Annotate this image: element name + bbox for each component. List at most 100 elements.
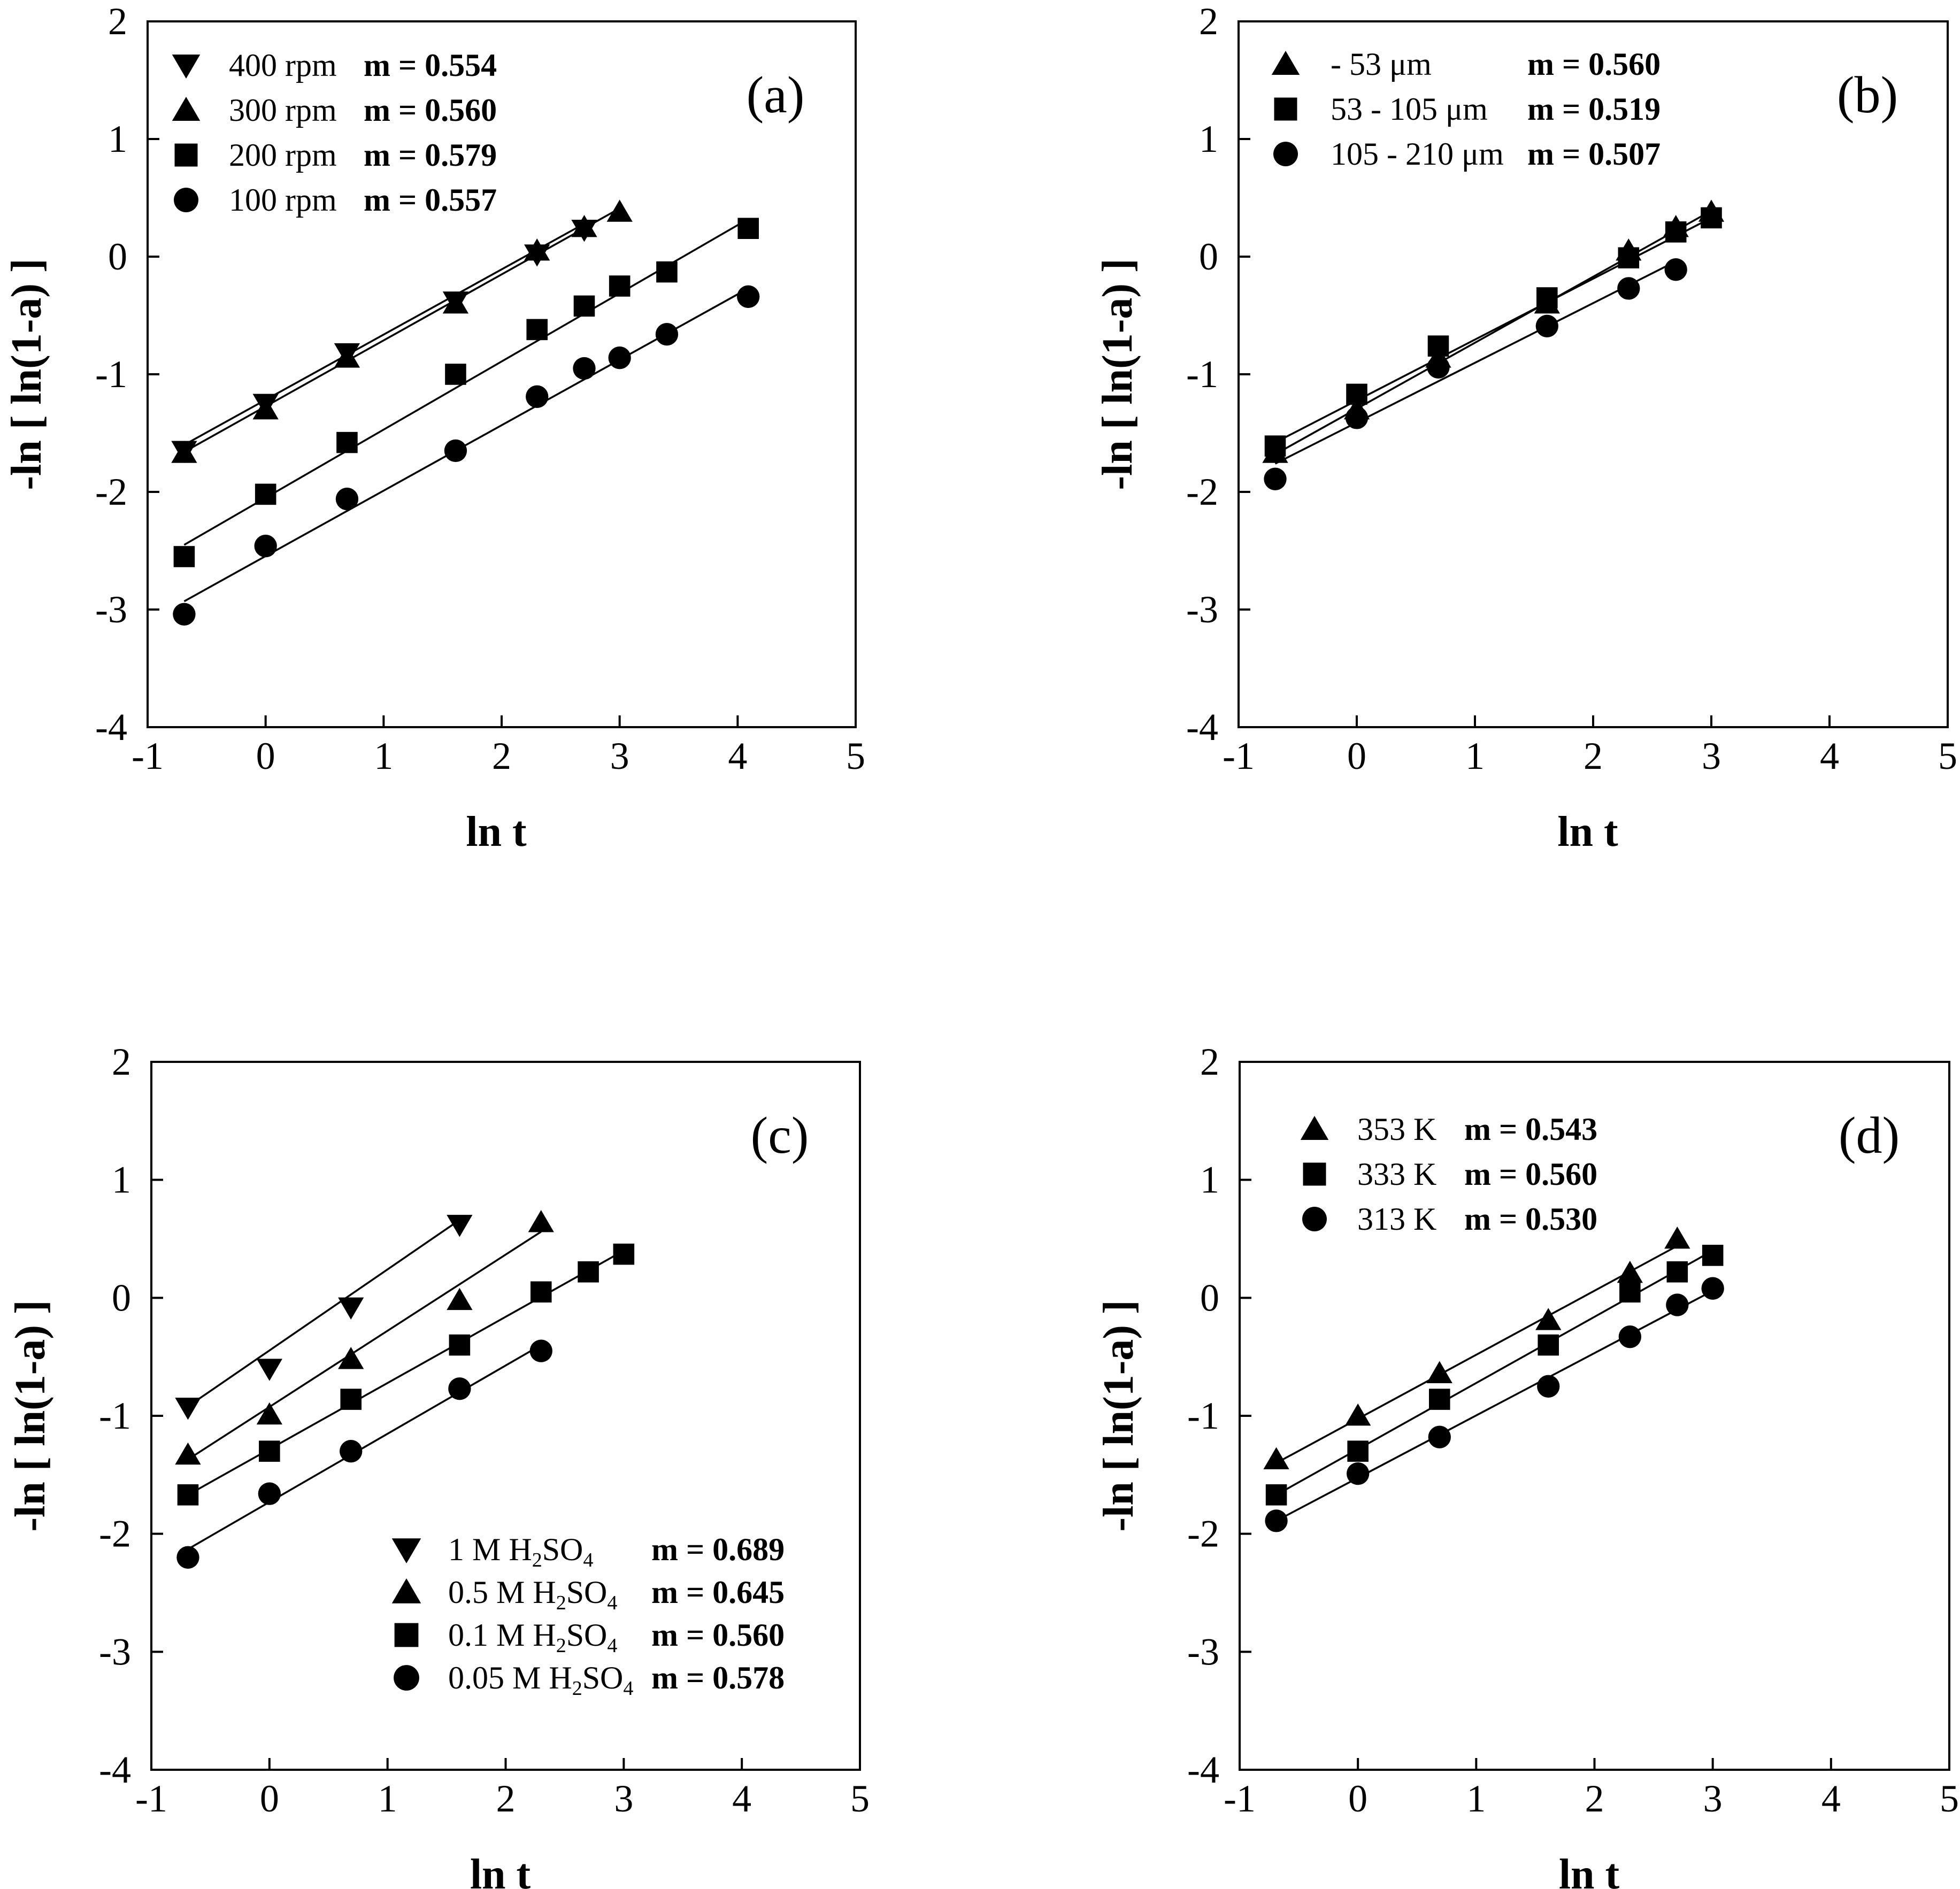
data-point [1427, 335, 1449, 357]
data-point [1538, 1334, 1559, 1356]
series-0 [1263, 1227, 1690, 1470]
data-point [1702, 1245, 1724, 1266]
data-point [254, 535, 277, 558]
data-point [336, 431, 358, 453]
legend-m-value: m = 0.689 [651, 1532, 785, 1567]
legend-marker [394, 1665, 419, 1691]
y-tick-label: -2 [99, 1513, 131, 1555]
x-tick-label: 5 [846, 735, 865, 777]
x-tick-label: 1 [1465, 735, 1485, 777]
legend-marker [172, 97, 201, 121]
x-tick-label: 1 [378, 1777, 397, 1820]
legend-m-value: m = 0.560 [364, 92, 497, 128]
x-tick-label: 1 [374, 735, 393, 777]
series-2 [1265, 1277, 1724, 1532]
data-point [1619, 1281, 1641, 1303]
data-point [1666, 1261, 1688, 1283]
legend: 353 K m = 0.543 333 K m = 0.560 313 K m = 0.5… [1300, 1112, 1597, 1237]
legend-marker [1274, 97, 1297, 121]
fit-line [183, 222, 585, 446]
data-point [1265, 1509, 1288, 1532]
legend-m-value: m = 0.519 [1527, 91, 1661, 127]
data-point [175, 1442, 201, 1465]
data-point [1536, 287, 1558, 309]
data-point [442, 291, 469, 314]
legend-marker [1300, 1116, 1329, 1140]
legend-label: 53 - 105 μm [1331, 91, 1488, 127]
data-point [573, 295, 595, 317]
panel-label: (b) [1837, 66, 1898, 124]
data-point [1535, 1308, 1562, 1330]
data-point [606, 199, 633, 222]
y-tick-label: 0 [112, 1276, 131, 1319]
data-point [252, 397, 279, 420]
data-point [1426, 1361, 1452, 1383]
legend-label: 0.05 M H2SO4 [448, 1660, 633, 1700]
y-tick-label: 0 [1199, 235, 1218, 278]
x-axis-title: ln t [1557, 808, 1618, 855]
legend: 400 rpm m = 0.554 300 rpm m = 0.560 200 rpm m… [172, 48, 497, 218]
legend-marker [1302, 1207, 1327, 1231]
data-point [1347, 1462, 1370, 1485]
x-tick-label: 5 [850, 1777, 870, 1820]
data-point [176, 1546, 199, 1569]
fit-line [1275, 1290, 1713, 1522]
series-3 [176, 1339, 552, 1569]
x-axis-title: ln t [1559, 1851, 1620, 1889]
data-point [1535, 314, 1558, 337]
fit-line [1275, 1250, 1713, 1496]
y-tick-label: 2 [1199, 0, 1218, 43]
y-tick-label: -1 [99, 1394, 131, 1437]
panel-b: -1 0 1 2 3 4 5 -4 -3 -2 -1 0 1 2 ln t -ln [ ln(1-a) ] (b… [1094, 0, 1957, 855]
legend: - 53 μm m = 0.560 53 - 105 μm m = 0.519 105 … [1271, 47, 1661, 172]
y-tick-label: 1 [1199, 118, 1218, 160]
y-tick-label: -3 [1187, 1630, 1219, 1673]
x-tick-label: 4 [1820, 735, 1839, 777]
data-point [1263, 1447, 1289, 1470]
fit-line [1274, 210, 1712, 456]
x-tick-label: 4 [732, 1777, 751, 1820]
data-point [255, 483, 276, 505]
x-tick-label: 0 [1348, 1777, 1367, 1820]
data-point [526, 385, 549, 408]
y-tick-label: 2 [112, 1040, 131, 1083]
legend-label: 313 K [1357, 1201, 1436, 1237]
series-0 [1262, 199, 1725, 463]
x-tick-label: 3 [614, 1777, 633, 1820]
legend-label: 200 rpm [229, 137, 337, 173]
legend: 1 M H2SO4 m = 0.689 0.5 M H2SO4 m = 0.645 0.… [391, 1532, 785, 1700]
series-1 [175, 1210, 554, 1465]
data-point [573, 357, 596, 380]
y-axis-title: -ln [ ln(1-a) ] [7, 1300, 54, 1531]
y-tick-label: -4 [1187, 1748, 1219, 1791]
data-point [1345, 1404, 1371, 1426]
legend-m-value: m = 0.578 [651, 1660, 785, 1695]
x-axis-title: ln t [470, 1851, 531, 1889]
legend-m-value: m = 0.560 [1527, 47, 1661, 82]
panel-a: -1 0 1 2 3 4 5 -4 -3 -2 -1 0 1 2 ln t -ln [ ln(1-a) ] (a… [3, 0, 865, 855]
data-point [1264, 467, 1287, 490]
y-tick-label: -4 [1186, 706, 1218, 749]
x-tick-label: 3 [610, 735, 629, 777]
x-tick-label: 4 [728, 735, 747, 777]
legend-label: 353 K [1357, 1112, 1436, 1147]
x-tick-label: 5 [1940, 1777, 1959, 1820]
series-1 [171, 199, 633, 463]
data-point [1617, 1260, 1643, 1283]
legend-marker [394, 1623, 419, 1647]
legend-marker [1273, 142, 1298, 166]
data-point [1537, 1375, 1560, 1398]
data-point [1428, 1389, 1450, 1410]
data-point [1617, 277, 1640, 300]
y-tick-label: -4 [99, 1748, 131, 1791]
data-point [1618, 1325, 1642, 1348]
data-point [1664, 1227, 1690, 1249]
y-tick-label: -4 [95, 706, 127, 749]
x-tick-label: -1 [135, 1777, 167, 1820]
x-axis-title: ln t [466, 808, 527, 855]
fit-line [1274, 217, 1712, 444]
data-point [1701, 1277, 1724, 1300]
legend-m-value: m = 0.557 [364, 182, 497, 218]
legend-marker [391, 1578, 421, 1603]
y-axis-title: -ln [ ln(1-a) ] [1095, 1300, 1142, 1531]
